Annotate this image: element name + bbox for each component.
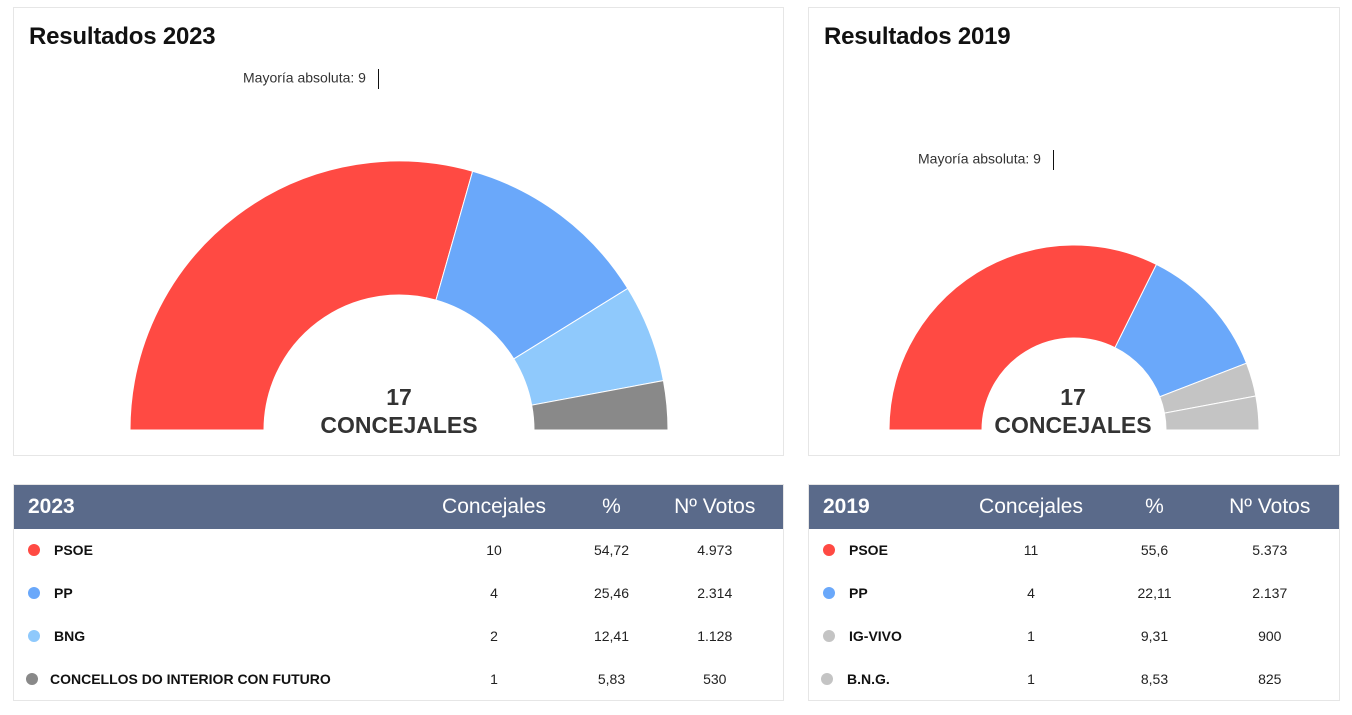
chart-title: Resultados 2023 [29, 23, 216, 50]
header-year: 2019 [823, 494, 870, 518]
party-color-dot [26, 673, 38, 686]
table-header: 2019 Concejales % Nº Votos [808, 484, 1340, 529]
votes-cell: 900 [1258, 628, 1282, 644]
seats-cell: 10 [486, 542, 502, 558]
table-row: PSOE 10 54,72 4.973 [14, 529, 784, 572]
seats-cell: 4 [490, 585, 498, 601]
total-seats-number: 17 [386, 384, 412, 410]
total-seats-caption: CONCEJALES [320, 412, 478, 438]
votes-cell: 2.314 [697, 585, 733, 601]
header-year: 2023 [28, 494, 75, 518]
seats-cell: 1 [490, 670, 498, 687]
seats-cell: 11 [1023, 542, 1039, 558]
percent-cell: 9,31 [1140, 628, 1169, 644]
results-2019-panel: Resultados 2019 Mayoría absoluta: 9 17 C… [808, 7, 1340, 456]
table-row: BNG 2 12,41 1.128 [14, 615, 784, 658]
party-name: PSOE [849, 542, 888, 558]
majority-line [1052, 150, 1054, 170]
seats-cell: 1 [1027, 670, 1035, 687]
total-seats-label: 17 CONCEJALES [299, 383, 499, 439]
majority-label: Mayoría absoluta: 9 [243, 69, 366, 86]
majority-label: Mayoría absoluta: 9 [918, 150, 1041, 167]
table-row: PSOE 11 55,6 5.373 [809, 529, 1340, 572]
votes-cell: 5.373 [1252, 542, 1288, 558]
party-color-dot [823, 587, 835, 600]
table-row: PP 4 22,11 2.137 [809, 572, 1340, 615]
party-name: PSOE [54, 542, 93, 558]
party-name: B.N.G. [847, 670, 890, 687]
table-row: IG-VIVO 1 9,31 900 [809, 615, 1340, 658]
percent-cell: 55,6 [1140, 542, 1169, 558]
party-name: BNG [54, 628, 86, 644]
results-table-2019: 2019 Concejales % Nº Votos PSOE 11 55,6 … [808, 484, 1340, 701]
seats-cell: 2 [490, 628, 498, 644]
party-color-dot [28, 544, 40, 557]
total-seats-number: 17 [1060, 384, 1086, 410]
results-2023-panel: Resultados 2023 Mayoría absoluta: 9 17 C… [13, 7, 784, 456]
hemicycle-chart-2019 [888, 244, 1260, 431]
seat-segment-psoe [888, 244, 1158, 431]
votes-cell: 4.973 [697, 542, 733, 558]
header-votes: Nº Votos [674, 494, 756, 518]
table-row: B.N.G. 1 8,53 825 [809, 658, 1340, 701]
header-percent: % [602, 494, 621, 518]
results-table-2023: 2023 Concejales % Nº Votos PSOE 10 54,72… [13, 484, 784, 701]
table-row: CONCELLOS DO INTERIOR CON FUTURO 1 5,83 … [14, 658, 784, 701]
percent-cell: 8,53 [1140, 670, 1169, 687]
table-row: PP 4 25,46 2.314 [14, 572, 784, 615]
party-color-dot [821, 673, 833, 686]
votes-cell: 825 [1258, 670, 1282, 687]
percent-cell: 25,46 [593, 585, 630, 601]
party-color-dot [823, 630, 835, 643]
chart-title: Resultados 2019 [824, 23, 1011, 50]
seats-cell: 4 [1027, 585, 1035, 601]
party-name: PP [54, 585, 73, 601]
header-seats: Concejales [979, 494, 1083, 518]
majority-line [377, 69, 379, 89]
total-seats-caption: CONCEJALES [994, 412, 1152, 438]
table-header: 2023 Concejales % Nº Votos [13, 484, 784, 529]
seat-segment-b-n-g [1163, 395, 1260, 431]
total-seats-label: 17 CONCEJALES [973, 383, 1173, 439]
majority-marker: Mayoría absoluta: 9 [243, 69, 379, 89]
percent-cell: 54,72 [593, 542, 630, 558]
header-seats: Concejales [442, 494, 546, 518]
seat-segment-concellos-do-interior-con-futuro [531, 379, 669, 431]
hemicycle-chart-2023 [129, 160, 669, 431]
party-name: CONCELLOS DO INTERIOR CON FUTURO [50, 670, 331, 687]
party-color-dot [28, 587, 40, 600]
party-color-dot [823, 544, 835, 557]
header-percent: % [1145, 494, 1164, 518]
votes-cell: 1.128 [697, 628, 733, 644]
header-votes: Nº Votos [1229, 494, 1311, 518]
percent-cell: 22,11 [1137, 585, 1172, 601]
votes-cell: 530 [703, 670, 727, 687]
party-name: IG-VIVO [849, 628, 902, 644]
party-name: PP [849, 585, 868, 601]
majority-marker: Mayoría absoluta: 9 [918, 150, 1054, 170]
party-color-dot [28, 630, 40, 643]
seat-segment-psoe [129, 160, 474, 431]
votes-cell: 2.137 [1252, 585, 1288, 601]
seats-cell: 1 [1027, 628, 1035, 644]
percent-cell: 5,83 [597, 670, 626, 687]
percent-cell: 12,41 [593, 628, 630, 644]
